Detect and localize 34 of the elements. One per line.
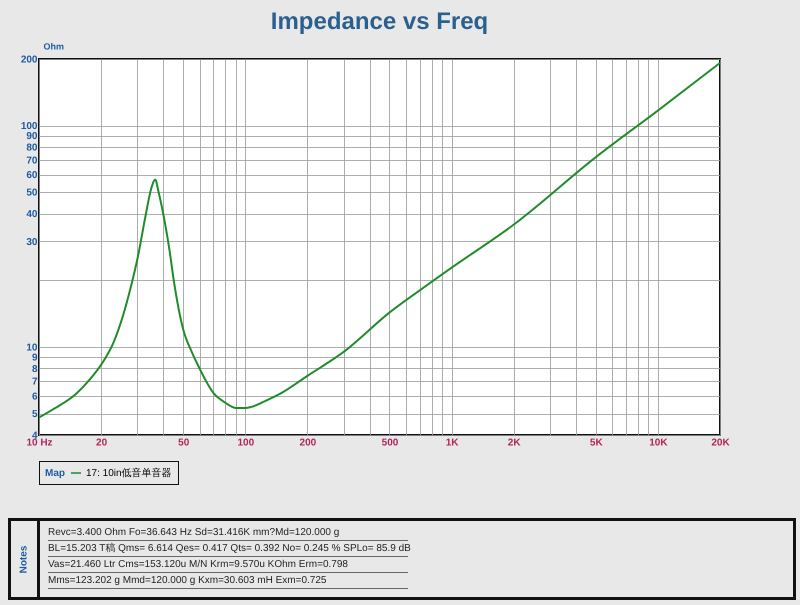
y-tick-label: 70	[26, 155, 38, 166]
text: Mms=123.202 g Mmd=120.000 g Kxm=30.603 mH Exm=0.725	[48, 573, 408, 589]
y-tick-label: 60	[26, 170, 38, 182]
x-tick-label: 50	[178, 438, 190, 448]
text: BL=15.203 T稿 Qms= 6.614 Qes= 0.417 Qts= 0.392 No= 0.245 % SPLo= 85.9 dB	[48, 541, 411, 557]
x-tick-label: 1K	[446, 438, 460, 448]
y-tick-label: 6	[32, 392, 38, 403]
legend-title: Map	[45, 468, 65, 479]
x-tick-label: 2K	[508, 438, 522, 448]
x-tick-label: 20	[96, 438, 108, 448]
y-tick-label: 200	[20, 54, 38, 66]
y-tick-label: 9	[32, 352, 38, 364]
y-tick-label: 90	[26, 131, 38, 142]
y-tick-label: 5	[32, 409, 38, 420]
x-tick-label: 100	[237, 438, 255, 448]
y-tick-label: 40	[26, 209, 38, 220]
y-tick-label: 7	[32, 376, 38, 388]
y-tick-label: 100	[20, 121, 38, 132]
x-tick-label: 200	[300, 438, 317, 448]
y-tick-label: 50	[26, 188, 38, 199]
y-axis-title: Ohm	[44, 42, 64, 52]
text: Notes	[18, 545, 30, 573]
text: Vas=21.460 Ltr Cms=153.120u M/N Krm=9.570u KOhm Erm=0.798	[48, 557, 408, 573]
y-tick-label: 10	[26, 342, 38, 354]
x-tick-label: 10K	[649, 438, 668, 448]
legend-label: 17: 10in低音单音器	[86, 467, 172, 479]
y-tick-label: 30	[26, 236, 38, 248]
x-tick-label: 5K	[590, 438, 604, 448]
text: Revc=3.400 Ohm Fo=36.643 Hz Sd=31.416K mm?Md=120.000 g	[48, 525, 408, 541]
y-tick-label: 80	[26, 142, 38, 154]
x-tick-label: 20K	[711, 438, 730, 448]
x-tick-label: 500	[382, 438, 399, 448]
chart-title: Impedance vs Freq	[270, 8, 488, 35]
y-tick-label: 8	[32, 364, 38, 375]
